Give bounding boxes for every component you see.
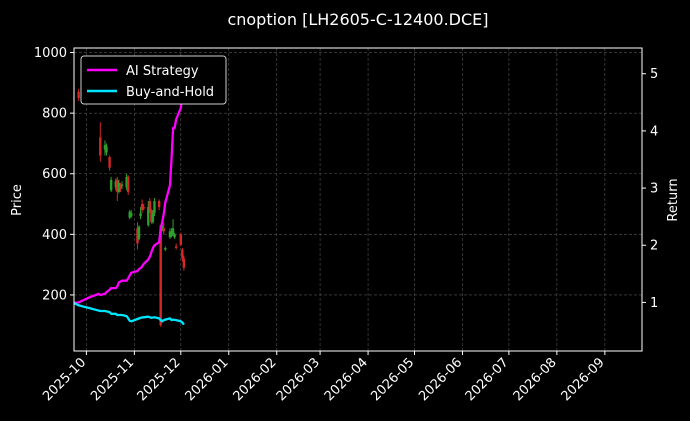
- candle-body: [173, 234, 176, 238]
- candle: [136, 222, 139, 250]
- candle: [108, 155, 111, 171]
- return-series: [73, 73, 186, 326]
- candle: [173, 232, 176, 239]
- y-right-tick-label: 1: [650, 296, 658, 311]
- y-right-axis-ticks: 1 2 3 4 5: [642, 67, 658, 311]
- ai-strategy-line: [73, 73, 186, 305]
- candle: [182, 255, 186, 271]
- candle: [125, 173, 128, 191]
- candle-body: [125, 176, 128, 188]
- candle: [120, 181, 124, 189]
- candle: [128, 210, 131, 220]
- candle-body: [157, 201, 161, 208]
- y-left-tick-label: 800: [42, 107, 67, 122]
- candle: [159, 225, 162, 327]
- candle-body: [128, 211, 131, 218]
- candle-body: [137, 226, 141, 239]
- y-left-tick-label: 400: [42, 228, 67, 243]
- plot-frame: [73, 47, 643, 352]
- candle: [181, 247, 184, 262]
- candle: [126, 175, 130, 195]
- candle: [162, 222, 165, 235]
- candle: [103, 140, 107, 156]
- candle: [119, 182, 122, 192]
- legend-label-ai-strategy: AI Strategy: [126, 64, 199, 79]
- y-left-axis-title: Price: [10, 184, 25, 216]
- candle: [137, 225, 141, 241]
- candle-body: [136, 228, 139, 244]
- candle-body: [147, 207, 150, 226]
- candle-body: [148, 201, 152, 211]
- candle-body: [170, 231, 173, 236]
- candle: [151, 210, 155, 224]
- candle: [168, 228, 172, 239]
- candle-body: [153, 201, 156, 214]
- candle-body: [105, 146, 108, 153]
- y-right-tick-label: 3: [650, 182, 658, 197]
- candle-body: [126, 176, 130, 192]
- candle: [150, 208, 153, 224]
- candle-body: [119, 185, 122, 189]
- candle: [171, 219, 175, 236]
- candle: [179, 232, 182, 247]
- buy-and-hold-line: [73, 301, 185, 326]
- legend-label-buy-and-hold: Buy-and-Hold: [126, 85, 214, 100]
- candle: [164, 246, 167, 252]
- candle-body: [182, 258, 186, 268]
- candle-body: [142, 207, 145, 209]
- candle: [170, 228, 173, 238]
- candle: [157, 199, 161, 211]
- candle: [77, 88, 80, 102]
- candle-body: [99, 137, 102, 156]
- candle-body: [139, 213, 142, 217]
- y-right-axis-title: Return: [666, 178, 681, 221]
- candle: [116, 176, 119, 202]
- legend: AI Strategy Buy-and-Hold: [80, 55, 227, 105]
- candle-body: [117, 182, 121, 192]
- candle: [174, 243, 178, 250]
- y-left-tick-label: 200: [42, 288, 67, 303]
- chart-title: cnoption [LH2605-C-12400.DCE]: [227, 10, 488, 29]
- candle-body: [159, 225, 162, 326]
- candle: [99, 122, 102, 162]
- candle-body: [171, 228, 175, 235]
- y-right-tick-label: 4: [650, 124, 658, 139]
- candle: [147, 201, 150, 227]
- candle-body: [140, 204, 144, 211]
- candle-body: [150, 210, 153, 223]
- candle-body: [151, 213, 155, 223]
- candlesticks: [77, 88, 186, 327]
- candle-body: [130, 213, 133, 217]
- candle: [117, 179, 121, 194]
- candle-body: [77, 91, 80, 98]
- y-left-axis-ticks: 200 400 600 800 1000: [34, 46, 74, 303]
- candle: [142, 204, 145, 211]
- y-right-tick-label: 5: [650, 67, 658, 82]
- candle: [130, 210, 133, 218]
- candle: [153, 197, 156, 217]
- y-right-tick-label: 2: [650, 239, 658, 254]
- candle-body: [168, 231, 172, 238]
- candle: [140, 199, 144, 214]
- candle: [148, 197, 152, 214]
- candle-body: [181, 249, 184, 259]
- y-left-tick-label: 1000: [34, 46, 67, 61]
- candle-body: [120, 184, 124, 186]
- candle: [114, 178, 117, 191]
- candle-body: [114, 181, 117, 188]
- candle-body: [162, 228, 165, 232]
- y-left-tick-label: 600: [42, 167, 67, 182]
- legend-box: [80, 55, 227, 105]
- candle: [109, 176, 113, 192]
- candle-body: [174, 246, 178, 248]
- candle: [105, 143, 108, 156]
- candle-body: [108, 157, 111, 168]
- candle-body: [164, 247, 167, 250]
- candle-body: [103, 144, 107, 150]
- candle-body: [116, 179, 119, 192]
- candle-body: [109, 179, 113, 191]
- candle-body: [179, 234, 182, 245]
- candle: [139, 207, 142, 220]
